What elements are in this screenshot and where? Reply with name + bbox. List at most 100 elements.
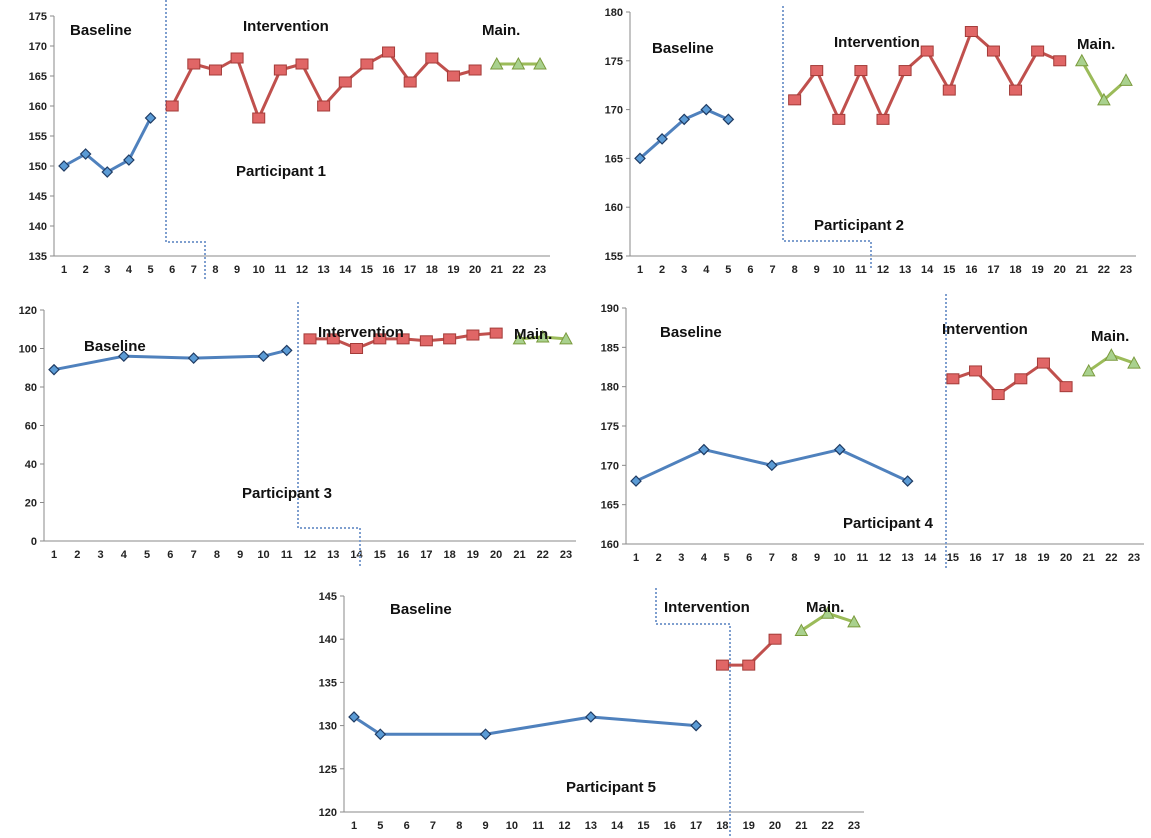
intervention-series (788, 26, 1067, 125)
x-tick-label: 11 (857, 552, 869, 564)
baseline-label: Baseline (652, 40, 714, 57)
intervention-point (920, 45, 934, 57)
x-tick-label: 16 (969, 552, 981, 564)
x-tick-label: 12 (879, 552, 891, 564)
x-tick-label: 10 (833, 264, 845, 276)
x-tick-label: 23 (534, 264, 546, 276)
intervention-point (964, 26, 978, 38)
x-tick-label: 9 (234, 264, 240, 276)
y-tick-label: 155 (29, 131, 47, 143)
baseline-point (348, 711, 360, 723)
y-tick-label: 125 (319, 764, 337, 776)
y-tick-label: 145 (319, 591, 337, 603)
x-tick-label: 23 (560, 549, 572, 561)
y-tick-label: 40 (25, 459, 37, 471)
x-tick-label: 7 (191, 549, 197, 561)
intervention-point (373, 333, 387, 345)
maintenance-point (512, 331, 527, 345)
maintenance-label: Main. (1091, 328, 1129, 345)
baseline-point (58, 160, 70, 172)
baseline-point (656, 133, 668, 145)
x-tick-label: 4 (703, 264, 710, 276)
x-tick-label: 19 (1037, 552, 1049, 564)
baseline-point (280, 344, 293, 357)
maintenance-series (512, 329, 573, 345)
intervention-point (338, 76, 352, 88)
x-tick-label: 7 (769, 264, 775, 276)
intervention-point (810, 65, 824, 77)
x-tick-label: 5 (147, 264, 153, 276)
x-tick-label: 18 (716, 820, 728, 832)
baseline-point (257, 350, 270, 363)
x-tick-label: 11 (275, 264, 287, 276)
baseline-label: Baseline (660, 324, 722, 341)
x-tick-label: 15 (947, 552, 959, 564)
y-tick-label: 135 (29, 251, 47, 263)
x-tick-label: 7 (191, 264, 197, 276)
baseline-label: Baseline (70, 22, 132, 39)
intervention-point (419, 335, 433, 347)
x-tick-label: 7 (430, 820, 436, 832)
baseline-point (901, 475, 914, 487)
baseline-point (634, 152, 646, 165)
x-tick-label: 16 (664, 820, 676, 832)
y-tick-label: 175 (601, 421, 619, 433)
intervention-point (208, 64, 222, 76)
x-tick-label: 11 (281, 549, 293, 561)
maintenance-point (511, 56, 526, 70)
intervention-label: Intervention (834, 34, 920, 51)
y-tick-label: 80 (25, 382, 37, 394)
y-tick-label: 160 (605, 202, 623, 214)
x-tick-label: 5 (725, 264, 731, 276)
phase-change-line (297, 302, 361, 568)
y-tick-label: 165 (29, 71, 47, 83)
baseline-point (123, 154, 135, 166)
y-tick-label: 135 (319, 677, 337, 689)
intervention-point (1036, 357, 1050, 369)
x-tick-label: 3 (104, 264, 110, 276)
maintenance-series (1074, 53, 1133, 106)
intervention-point (230, 52, 244, 64)
maintenance-point (1097, 92, 1111, 106)
x-tick-label: 7 (769, 552, 775, 564)
intervention-point (165, 100, 179, 112)
y-tick-label: 60 (25, 421, 37, 433)
x-tick-label: 19 (447, 264, 459, 276)
x-tick-label: 14 (921, 264, 934, 276)
x-tick-label: 18 (1009, 264, 1021, 276)
intervention-point (742, 659, 756, 671)
x-tick-label: 14 (924, 552, 937, 564)
x-tick-label: 20 (490, 549, 502, 561)
y-tick-label: 140 (29, 221, 47, 233)
x-tick-label: 10 (834, 552, 846, 564)
intervention-label: Intervention (243, 18, 329, 35)
maintenance-series (489, 56, 547, 70)
intervention-point (946, 373, 960, 385)
x-tick-label: 8 (791, 552, 797, 564)
maintenance-label: Main. (1077, 36, 1115, 53)
baseline-line (353, 715, 697, 736)
x-tick-label: 2 (74, 549, 80, 561)
intervention-point (986, 45, 1000, 57)
x-tick-label: 18 (426, 264, 438, 276)
baseline-series (348, 711, 702, 741)
intervention-point (1031, 45, 1045, 57)
intervention-point (303, 333, 317, 345)
x-tick-label: 9 (483, 820, 489, 832)
intervention-label: Intervention (942, 321, 1028, 338)
x-tick-label: 22 (1098, 264, 1110, 276)
y-tick-label: 165 (605, 153, 623, 165)
x-tick-label: 8 (212, 264, 218, 276)
x-tick-label: 10 (253, 264, 265, 276)
y-tick-label: 155 (605, 251, 623, 263)
x-tick-label: 1 (637, 264, 643, 276)
intervention-point (489, 327, 503, 339)
baseline-point (144, 112, 157, 124)
x-tick-label: 16 (965, 264, 977, 276)
x-tick-label: 17 (690, 820, 702, 832)
x-tick-label: 15 (374, 549, 386, 561)
intervention-label: Intervention (664, 599, 750, 616)
maintenance-series (794, 606, 861, 637)
